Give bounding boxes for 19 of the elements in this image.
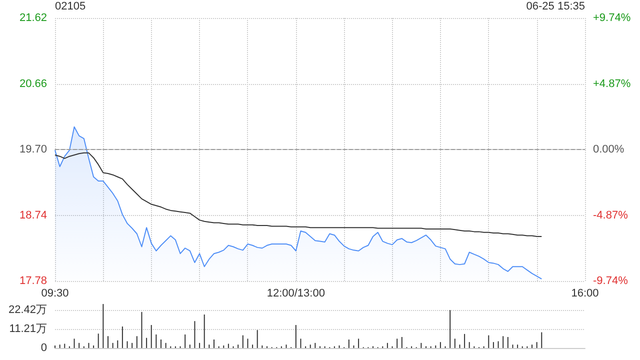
y2-tick-label: 0.00%: [593, 144, 624, 156]
y-tick-label: 17.78: [19, 275, 47, 287]
y-tick-label: 19.70: [19, 144, 47, 156]
y-tick-label: 0: [40, 342, 47, 354]
y-tick-label: 11.21万: [9, 323, 47, 336]
line-series: [54, 152, 542, 237]
y2-tick-label: +4.87%: [593, 78, 631, 90]
y-tick-label: 20.66: [19, 78, 47, 90]
chart-title: 02105: [55, 0, 86, 12]
y2-tick-label: -9.74%: [593, 275, 628, 287]
y2-tick-label: -4.87%: [593, 209, 628, 222]
x-tick-label: 09:30: [41, 288, 69, 300]
y-tick-label: 22.42万: [8, 304, 47, 316]
y2-tick-label: +9.74%: [593, 12, 631, 24]
y-tick-label: 18.74: [19, 209, 47, 222]
x-tick-label: 12:00/13:00: [266, 288, 325, 300]
y-tick-label: 21.62: [19, 12, 47, 24]
text: 06-25 15:35: [526, 0, 585, 12]
x-tick-label: 16:00: [571, 288, 599, 300]
